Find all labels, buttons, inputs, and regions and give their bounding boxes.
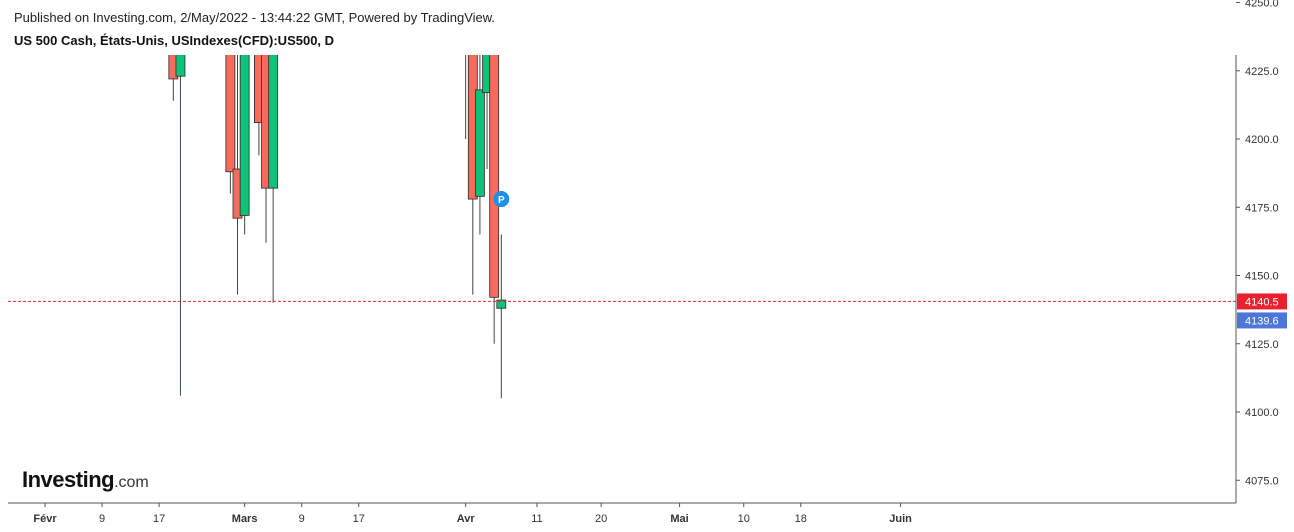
- y-tick-label: 4100.0: [1245, 407, 1279, 419]
- candle-body-down: [489, 55, 500, 298]
- logo-main: Investing: [22, 467, 115, 492]
- candle-body-down: [467, 55, 478, 200]
- x-tick-label: 11: [531, 513, 542, 525]
- y-tick-label: 4150.0: [1245, 271, 1279, 283]
- y-tick-label: 4250.0: [1245, 0, 1279, 10]
- x-tick-label: 9: [99, 513, 105, 525]
- x-tick-label: 18: [795, 513, 807, 525]
- candle-body-up: [268, 55, 279, 189]
- last-price-box: [1237, 312, 1287, 329]
- y-tick-label: 4175.0: [1245, 202, 1279, 214]
- published-line: Published on Investing.com, 2/May/2022 -…: [14, 10, 496, 25]
- candle-body-down: [253, 55, 264, 124]
- x-tick-label: 9: [299, 513, 305, 525]
- chart-title: US 500 Cash, États-Unis, USIndexes(CFD):…: [14, 33, 335, 48]
- axis-layer: 4350.04325.04300.04275.04250.04225.04200…: [8, 0, 1287, 525]
- event-marker: [493, 191, 510, 208]
- bodies-layer: [168, 55, 507, 309]
- y-tick-label: 4075.0: [1245, 475, 1279, 487]
- y-tick-label: 4125.0: [1245, 339, 1279, 351]
- last-price-label: 4139.6: [1245, 315, 1279, 327]
- investing-logo: Investing.com: [22, 467, 149, 493]
- current-price-label: 4140.5: [1245, 296, 1279, 308]
- y-tick-label: 4200.0: [1245, 134, 1279, 146]
- candle-body-up: [175, 55, 186, 77]
- candle-body-down: [168, 55, 179, 80]
- x-tick-label: 10: [738, 513, 750, 525]
- candle-body-up: [496, 299, 507, 309]
- candle-body-up: [482, 55, 492, 93]
- event-marker-label: P: [498, 195, 505, 206]
- logo-suffix: .com: [114, 474, 149, 491]
- markers-layer: PPP: [493, 191, 510, 208]
- x-tick-label: Juin: [889, 513, 912, 525]
- x-tick-label: 20: [595, 513, 607, 525]
- candle-body-up: [239, 55, 250, 216]
- x-tick-label: Mai: [670, 513, 688, 525]
- x-tick-label: Avr: [457, 513, 476, 525]
- current-price-box: [1237, 293, 1287, 310]
- x-tick-label: Mars: [232, 513, 258, 525]
- candle-body-up: [475, 89, 485, 197]
- x-tick-label: 17: [353, 513, 365, 525]
- y-tick-label: 4225.0: [1245, 66, 1279, 78]
- candle-body-down: [225, 55, 236, 173]
- x-tick-label: Févr: [33, 513, 57, 525]
- x-tick-label: 17: [153, 513, 165, 525]
